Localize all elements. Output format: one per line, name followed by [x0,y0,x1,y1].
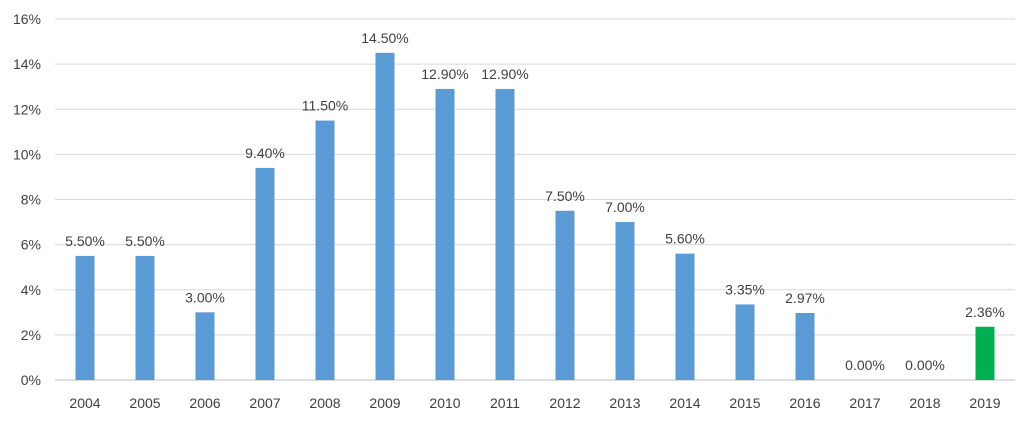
data-label-2016: 2.97% [785,290,825,306]
data-label-2013: 7.00% [605,199,645,215]
x-tick-label: 2004 [69,395,100,411]
data-labels: 5.50% 5.50% 3.00% 9.40% 11.50% 14.50% 12.90% 12… [65,30,1005,373]
data-label-2015: 3.35% [725,281,765,297]
bar-2010 [435,88,455,380]
bar-2005 [135,255,155,380]
x-tick-label: 2016 [789,395,820,411]
x-tick-label: 2006 [189,395,220,411]
x-tick-label: 2014 [669,395,700,411]
data-label-2007: 9.40% [245,145,285,161]
bar-2016 [795,312,815,380]
data-label-2014: 5.60% [665,231,705,247]
y-tick-label: 10% [13,146,41,162]
bar-2008 [315,120,335,380]
bar-2015 [735,304,755,380]
x-tick-label: 2015 [729,395,760,411]
data-label-2009: 14.50% [361,30,408,46]
x-tick-label: 2019 [969,395,1000,411]
bar-2019 [975,326,995,380]
data-label-2008: 11.50% [302,98,348,114]
y-axis-ticks: 0% 2% 4% 6% 8% 10% 12% 14% 16% [13,11,41,388]
x-tick-label: 2007 [249,395,280,411]
x-tick-label: 2012 [549,395,580,411]
bar-2004 [75,255,95,380]
y-tick-label: 6% [21,237,41,253]
gridlines [55,18,1015,381]
bars [75,52,995,380]
y-tick-label: 16% [13,11,41,27]
bar-2012 [555,210,575,380]
x-tick-label: 2010 [429,395,460,411]
data-label-2005: 5.50% [125,233,165,249]
x-tick-label: 2018 [909,395,940,411]
data-label-2012: 7.50% [545,188,585,204]
data-label-2017: 0.00% [845,357,885,373]
data-label-2006: 3.00% [185,289,225,305]
data-label-2011: 12.90% [481,66,528,82]
y-tick-label: 2% [21,327,41,343]
y-tick-label: 14% [13,56,41,72]
data-label-2004: 5.50% [65,233,105,249]
bar-2007 [255,167,275,380]
data-label-2019: 2.36% [965,304,1005,320]
y-tick-label: 12% [13,101,41,117]
data-label-2010: 12.90% [421,66,468,82]
x-tick-label: 2008 [309,395,340,411]
x-tick-label: 2013 [609,395,640,411]
x-tick-label: 2011 [490,395,520,411]
y-tick-label: 0% [21,372,41,388]
x-tick-label: 2005 [129,395,160,411]
bar-2013 [615,222,635,380]
x-tick-label: 2017 [849,395,880,411]
data-label-2018: 0.00% [905,357,945,373]
y-tick-label: 4% [21,282,41,298]
bar-2014 [675,253,695,380]
x-axis-ticks: 2004 2005 2006 2007 2008 2009 2010 2011 2012 2013… [69,395,1000,411]
bar-2009 [375,52,395,380]
bar-2006 [195,312,215,380]
bar-2011 [495,88,515,380]
x-tick-label: 2009 [369,395,400,411]
y-tick-label: 8% [21,192,41,208]
